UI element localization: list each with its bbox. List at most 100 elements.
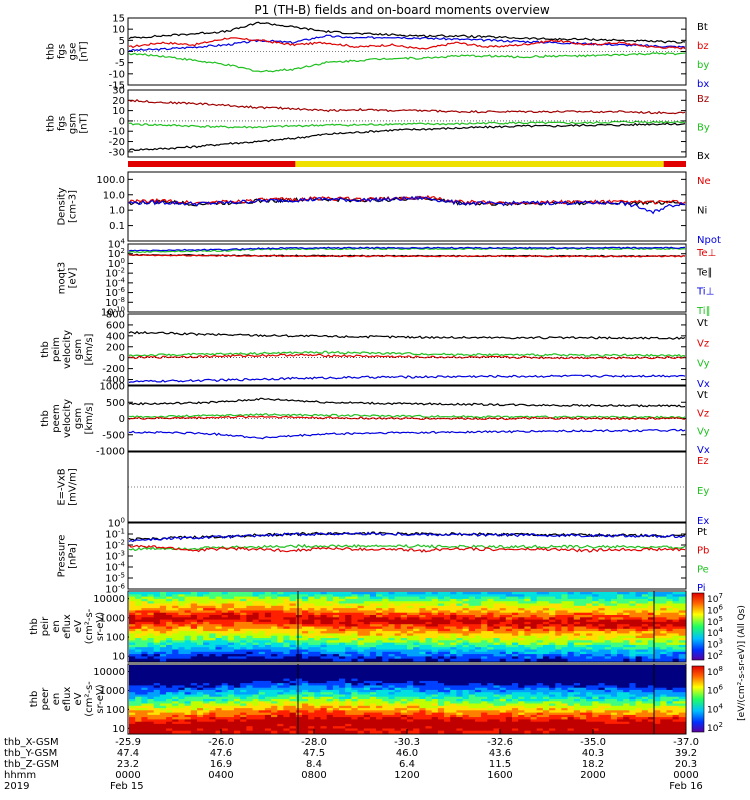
heatmap-cell <box>462 701 470 705</box>
heatmap-cell <box>314 728 322 732</box>
heatmap-cell <box>369 649 377 653</box>
heatmap-cell <box>437 726 445 730</box>
heatmap-cell <box>240 671 247 675</box>
heatmap-cell <box>647 654 655 657</box>
heatmap-cell <box>382 726 390 730</box>
heatmap-cell <box>129 726 136 730</box>
heatmap-cell <box>283 658 291 662</box>
heatmap-cell <box>271 692 278 696</box>
heatmap-cell <box>456 610 464 614</box>
heatmap-cell <box>302 701 309 705</box>
heatmap-cell <box>264 685 272 689</box>
heatmap-cell <box>462 626 470 630</box>
heatmap-cell <box>493 723 501 727</box>
heatmap-cell <box>197 721 204 725</box>
heatmap-cell <box>339 628 346 632</box>
heatmap-cell <box>190 712 198 716</box>
heatmap-cell <box>289 708 297 711</box>
heatmap-cell <box>221 624 229 628</box>
heatmap-cell <box>437 676 445 680</box>
heatmap-cell <box>413 644 420 648</box>
heatmap-cell <box>468 678 476 682</box>
heatmap-cell <box>320 667 328 671</box>
heatmap-cell <box>524 640 532 644</box>
heatmap-cell <box>641 615 649 618</box>
heatmap-cell <box>197 692 204 696</box>
heatmap-cell <box>462 703 470 707</box>
heatmap-cell <box>549 605 556 609</box>
heatmap-cell <box>197 617 204 621</box>
heatmap-cell <box>468 685 476 689</box>
heatmap-cell <box>407 705 414 709</box>
heatmap-cell <box>425 605 433 609</box>
heatmap-cell <box>357 714 365 718</box>
panels: thbfgsgse[nT]151050-5-10-15Btbzbybxthbfg… <box>29 14 721 735</box>
heatmap-cell <box>271 647 278 651</box>
heatmap-cell <box>450 671 457 675</box>
heatmap-cell <box>369 598 377 602</box>
heatmap-cell <box>190 615 198 618</box>
heatmap-cell <box>369 633 377 637</box>
heatmap-cell <box>289 612 297 616</box>
heatmap-cell <box>240 601 247 605</box>
heatmap-cell <box>468 712 476 716</box>
heatmap-cell <box>258 674 266 677</box>
heatmap-cell <box>555 649 563 653</box>
heatmap-cell <box>326 617 334 621</box>
heatmap-cell <box>166 635 173 639</box>
heatmap-cell <box>326 605 334 609</box>
heatmap-cell <box>388 658 396 662</box>
heatmap-cell <box>431 644 439 648</box>
heatmap-cell <box>666 598 674 602</box>
heatmap-cell <box>159 721 167 725</box>
heatmap-cell <box>357 680 365 684</box>
heatmap-cell <box>227 685 235 689</box>
heatmap-cell <box>493 685 501 689</box>
heatmap-cell <box>295 594 303 598</box>
heatmap-cell <box>166 701 173 705</box>
heatmap-cell <box>283 701 291 705</box>
heatmap-cell <box>487 596 495 600</box>
heatmap-cell <box>462 676 470 680</box>
heatmap-cell <box>481 621 488 625</box>
heatmap-cell <box>382 656 390 660</box>
heatmap-cell <box>604 635 612 639</box>
heatmap-cell <box>431 703 439 707</box>
heatmap-cell <box>425 598 433 602</box>
y-tick-label: 400 <box>106 331 125 342</box>
heatmap-cell <box>141 674 149 677</box>
heatmap-cell <box>468 642 476 646</box>
heatmap-cell <box>450 717 457 720</box>
heatmap-cell <box>413 710 420 714</box>
heatmap-cell <box>147 619 155 623</box>
heatmap-cell <box>197 644 204 648</box>
heatmap-cell <box>400 665 408 668</box>
heatmap-cell <box>407 719 414 723</box>
heatmap-cell <box>314 680 322 684</box>
heatmap-cell <box>623 603 630 607</box>
heatmap-cell <box>542 658 550 662</box>
heatmap-cell <box>252 624 260 628</box>
heatmap-cell <box>542 628 550 632</box>
heatmap-cell <box>518 710 525 714</box>
heatmap-cell <box>549 621 556 625</box>
heatmap-cell <box>376 671 383 675</box>
heatmap-cell <box>499 701 507 705</box>
heatmap-cell <box>444 680 451 684</box>
heatmap-cell <box>524 717 532 720</box>
heatmap-cell <box>302 592 309 595</box>
heatmap-cell <box>320 717 328 720</box>
heatmap-cell <box>129 631 136 634</box>
heatmap-cell <box>135 635 142 639</box>
heatmap-cell <box>407 721 414 725</box>
heatmap-cell <box>159 683 167 686</box>
heatmap-cell <box>159 601 167 605</box>
heatmap-cell <box>203 635 210 639</box>
heatmap-cell <box>215 699 223 702</box>
heatmap-cell <box>339 676 346 680</box>
heatmap-cell <box>153 601 161 605</box>
heatmap-cell <box>345 708 352 711</box>
heatmap-cell <box>264 631 272 634</box>
heatmap-cell <box>487 601 495 605</box>
heatmap-cell <box>339 728 346 732</box>
